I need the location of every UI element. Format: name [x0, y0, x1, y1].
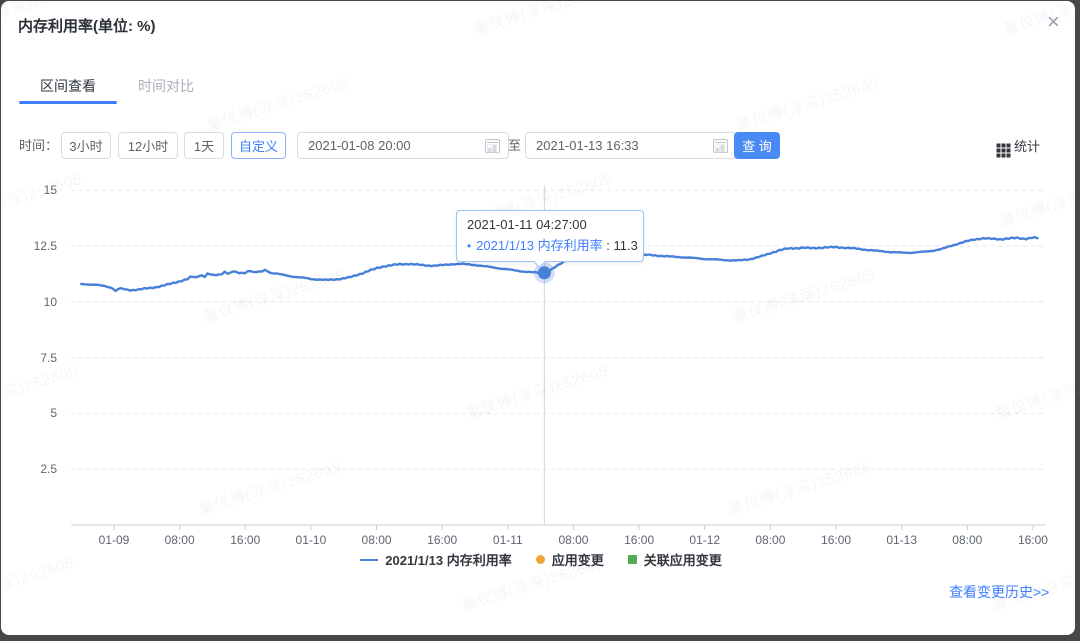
y-axis-tick-label: 2.5: [40, 462, 57, 477]
stats-button[interactable]: 统计: [997, 132, 1040, 159]
x-axis-tick-label: 08:00: [755, 533, 786, 547]
close-icon[interactable]: ×: [1047, 9, 1060, 34]
square-marker-icon: [627, 555, 637, 564]
chart-legend: 2021/1/13 内存利用率 应用变更 关联应用变更: [1, 550, 1075, 569]
x-axis-tick-label: 01-13: [886, 533, 918, 547]
stats-label: 统计: [1014, 139, 1041, 154]
legend-item-memory[interactable]: 2021/1/13 内存利用率: [360, 550, 512, 569]
x-axis-tick-label: 08:00: [558, 533, 589, 547]
tooltip-value: 11.3: [613, 238, 638, 253]
x-axis-tick-label: 08:00: [952, 533, 983, 547]
line-series-marker-icon: [360, 558, 379, 561]
x-axis-tick-label: 01-10: [295, 533, 327, 547]
end-datetime-value: 2021-01-13 16:33: [536, 138, 639, 153]
active-tab-underline: [19, 101, 117, 104]
legend-item-related-app-change[interactable]: 关联应用变更: [627, 550, 722, 569]
watermark-text: 童仪博(淳深)252605: [735, 74, 882, 135]
start-datetime-input[interactable]: 2021-01-08 20:00: [297, 132, 509, 159]
calendar-icon[interactable]: [485, 139, 500, 153]
tab-interval-view[interactable]: 区间查看: [19, 71, 117, 104]
change-history-link[interactable]: 查看变更历史>>: [949, 584, 1050, 600]
dot-marker-icon: [535, 555, 545, 564]
watermark-text: 童仪博(淳深)252605: [1002, 1, 1075, 39]
tab-label: 时间对比: [138, 78, 194, 94]
y-axis-tick-label: 7.5: [40, 350, 57, 365]
x-axis-tick-label: 08:00: [164, 533, 195, 547]
x-axis-tick-label: 01-12: [689, 533, 721, 547]
y-axis-tick-label: 10: [43, 294, 57, 309]
tooltip-series-label: 2021/1/13 内存利用率: [476, 238, 603, 253]
tooltip-bullet: •: [467, 239, 472, 253]
time-filter-label: 时间：: [19, 138, 59, 153]
range-button-3h[interactable]: 3小时: [61, 132, 111, 159]
tooltip-separator: :: [602, 238, 614, 253]
tab-label: 区间查看: [40, 78, 96, 94]
legend-label: 关联应用变更: [643, 553, 722, 568]
grid-icon: [997, 144, 1000, 147]
tooltip-time: 2021-01-11 04:27:00: [467, 217, 587, 232]
x-axis-tick-label: 01-11: [492, 533, 523, 547]
legend-label: 2021/1/13 内存利用率: [385, 553, 512, 568]
modal-title: 内存利用率(单位: %): [18, 18, 156, 35]
start-datetime-value: 2021-01-08 20:00: [308, 138, 411, 153]
watermark-text: 童仪博(淳深)252605: [472, 1, 619, 39]
tab-time-compare[interactable]: 时间对比: [117, 71, 215, 104]
end-datetime-input[interactable]: 2021-01-13 16:33: [525, 132, 737, 159]
chart-tooltip: 2021-01-11 04:27:00 • 2021/1/13 内存利用率 : 1…: [456, 210, 644, 268]
tooltip-value-row: • 2021/1/13 内存利用率 : 11.3: [467, 235, 638, 254]
x-axis-tick-label: 01-09: [98, 533, 130, 547]
x-axis-tick-label: 16:00: [821, 533, 852, 547]
x-axis-tick-label: 08:00: [361, 533, 392, 547]
x-axis-tick-label: 16:00: [624, 533, 655, 547]
range-button-1day[interactable]: 1天: [184, 132, 224, 159]
x-axis-tick-label: 16:00: [230, 533, 261, 547]
x-axis-tick-label: 16:00: [427, 533, 458, 547]
range-button-12h[interactable]: 12小时: [118, 132, 178, 159]
legend-label: 应用变更: [551, 553, 604, 568]
filter-row: 时间： 3小时 12小时 1天 自定义 2021-01-08 20:00 至 2…: [1, 132, 1075, 159]
y-axis-tick-label: 12.5: [33, 239, 57, 253]
y-axis-tick-label: 5: [50, 406, 57, 421]
to-label: 至: [508, 138, 522, 153]
range-button-custom[interactable]: 自定义: [231, 132, 286, 159]
watermark-text: 童仪博(淳深)252605: [205, 74, 352, 135]
tab-bar: 区间查看 时间对比: [19, 71, 215, 104]
y-axis-tick-label: 15: [43, 183, 57, 198]
query-button[interactable]: 查 询: [734, 132, 780, 159]
legend-item-app-change[interactable]: 应用变更: [535, 550, 604, 569]
x-axis-tick-label: 16:00: [1017, 533, 1048, 547]
calendar-icon[interactable]: [713, 139, 728, 153]
